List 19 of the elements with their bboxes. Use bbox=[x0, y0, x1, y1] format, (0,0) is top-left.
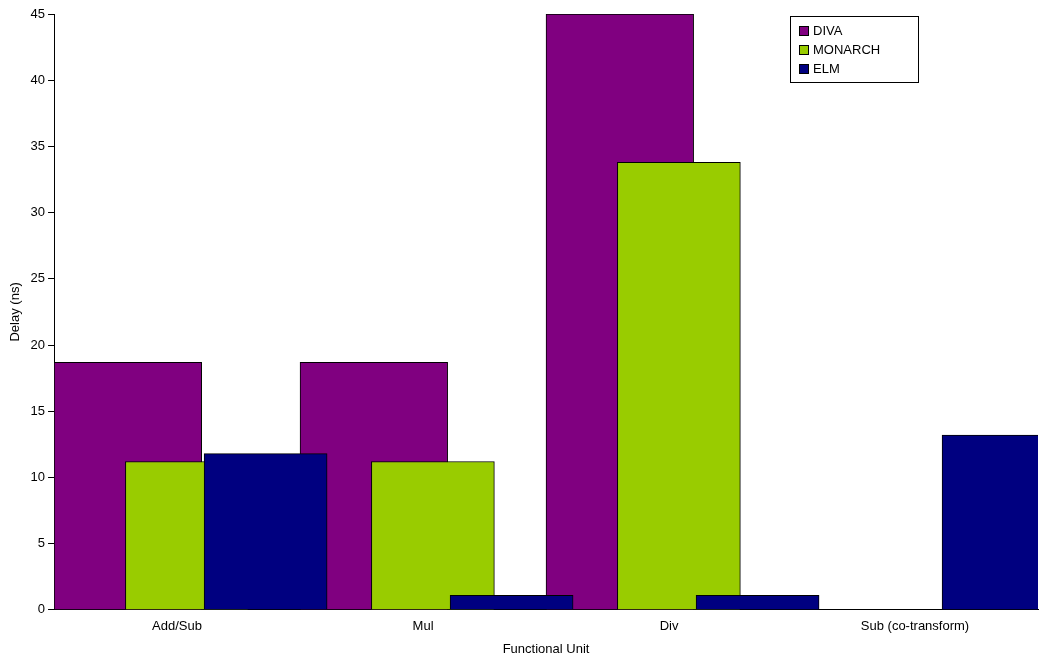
x-tick-label: Div bbox=[659, 618, 679, 634]
y-tick-label: 25 bbox=[30, 270, 46, 286]
x-axis-title: Functional Unit bbox=[502, 640, 590, 656]
y-tick-label: 45 bbox=[30, 5, 46, 21]
y-tick-label: 5 bbox=[37, 535, 46, 551]
y-tick-label: 20 bbox=[30, 336, 46, 352]
x-tick-label: Mul bbox=[412, 618, 434, 634]
legend-label: DIVA bbox=[813, 22, 843, 40]
y-tick-label: 10 bbox=[30, 468, 46, 484]
y-tick-label: 30 bbox=[30, 204, 46, 220]
y-axis-title: Delay (ns) bbox=[7, 282, 23, 342]
y-tick-label: 0 bbox=[37, 601, 46, 617]
x-tick-label: Sub (co-transform) bbox=[860, 618, 970, 634]
y-tick-label: 35 bbox=[30, 137, 46, 153]
x-tick-label: Add/Sub bbox=[152, 618, 202, 634]
y-tick-label: 15 bbox=[30, 402, 46, 418]
legend-label: MONARCH bbox=[813, 41, 881, 59]
legend-label: ELM bbox=[813, 60, 840, 78]
y-tick-label: 40 bbox=[30, 71, 46, 87]
